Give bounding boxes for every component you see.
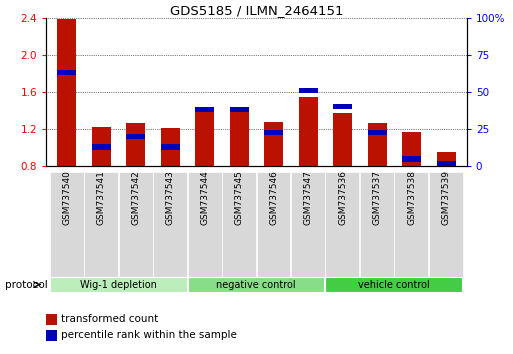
- Bar: [333, 113, 352, 166]
- Text: protocol: protocol: [5, 280, 48, 290]
- Bar: [333, 104, 352, 109]
- Text: GSM737543: GSM737543: [166, 170, 175, 225]
- Bar: [230, 107, 249, 113]
- Bar: [126, 134, 145, 139]
- Bar: [402, 132, 421, 166]
- Bar: [195, 107, 214, 113]
- Text: GSM737536: GSM737536: [338, 170, 347, 225]
- Bar: [402, 156, 421, 161]
- Bar: [161, 128, 180, 166]
- Text: GSM737547: GSM737547: [304, 170, 313, 225]
- Text: Wig-1 depletion: Wig-1 depletion: [80, 280, 156, 290]
- Bar: [368, 130, 387, 135]
- Bar: [57, 70, 76, 75]
- Bar: [299, 88, 318, 93]
- Bar: [368, 123, 387, 166]
- Bar: [264, 130, 283, 135]
- Text: GSM737544: GSM737544: [200, 170, 209, 225]
- Bar: [161, 144, 180, 150]
- Bar: [299, 97, 318, 166]
- Bar: [126, 123, 145, 166]
- Title: GDS5185 / ILMN_2464151: GDS5185 / ILMN_2464151: [170, 4, 343, 17]
- Bar: [57, 19, 76, 166]
- Text: GSM737545: GSM737545: [235, 170, 244, 225]
- Bar: [437, 161, 456, 166]
- Text: GSM737537: GSM737537: [372, 170, 382, 225]
- Bar: [437, 153, 456, 166]
- Text: percentile rank within the sample: percentile rank within the sample: [61, 330, 236, 340]
- Text: GSM737546: GSM737546: [269, 170, 278, 225]
- Text: GSM737541: GSM737541: [97, 170, 106, 225]
- Text: negative control: negative control: [216, 280, 296, 290]
- Text: vehicle control: vehicle control: [358, 280, 430, 290]
- Text: GSM737540: GSM737540: [63, 170, 71, 225]
- Text: GSM737542: GSM737542: [131, 170, 141, 225]
- Bar: [92, 127, 111, 166]
- Text: GSM737538: GSM737538: [407, 170, 416, 225]
- Bar: [195, 113, 214, 166]
- Bar: [92, 144, 111, 150]
- Bar: [264, 122, 283, 166]
- Bar: [230, 113, 249, 166]
- Text: transformed count: transformed count: [61, 314, 158, 324]
- Text: GSM737539: GSM737539: [442, 170, 450, 225]
